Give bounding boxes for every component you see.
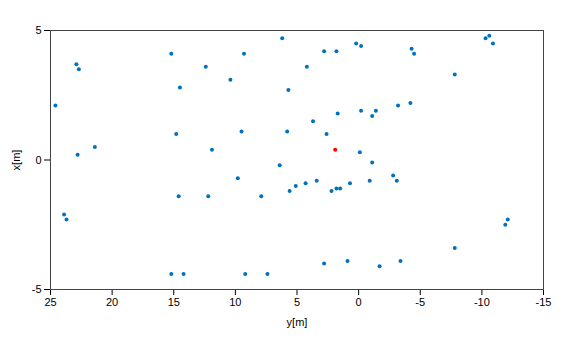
svg-text:0: 0 — [356, 296, 362, 308]
svg-text:-15: -15 — [536, 296, 552, 308]
svg-text:-5: -5 — [415, 296, 425, 308]
svg-text:y[m]: y[m] — [287, 316, 308, 328]
svg-text:-5: -5 — [32, 283, 42, 295]
svg-text:5: 5 — [35, 24, 41, 36]
svg-text:20: 20 — [106, 296, 118, 308]
svg-text:15: 15 — [168, 296, 180, 308]
svg-text:10: 10 — [229, 296, 241, 308]
svg-text:x[m]: x[m] — [10, 150, 22, 171]
svg-text:25: 25 — [44, 296, 56, 308]
svg-text:0: 0 — [35, 154, 41, 166]
svg-text:5: 5 — [294, 296, 300, 308]
svg-text:-10: -10 — [474, 296, 490, 308]
